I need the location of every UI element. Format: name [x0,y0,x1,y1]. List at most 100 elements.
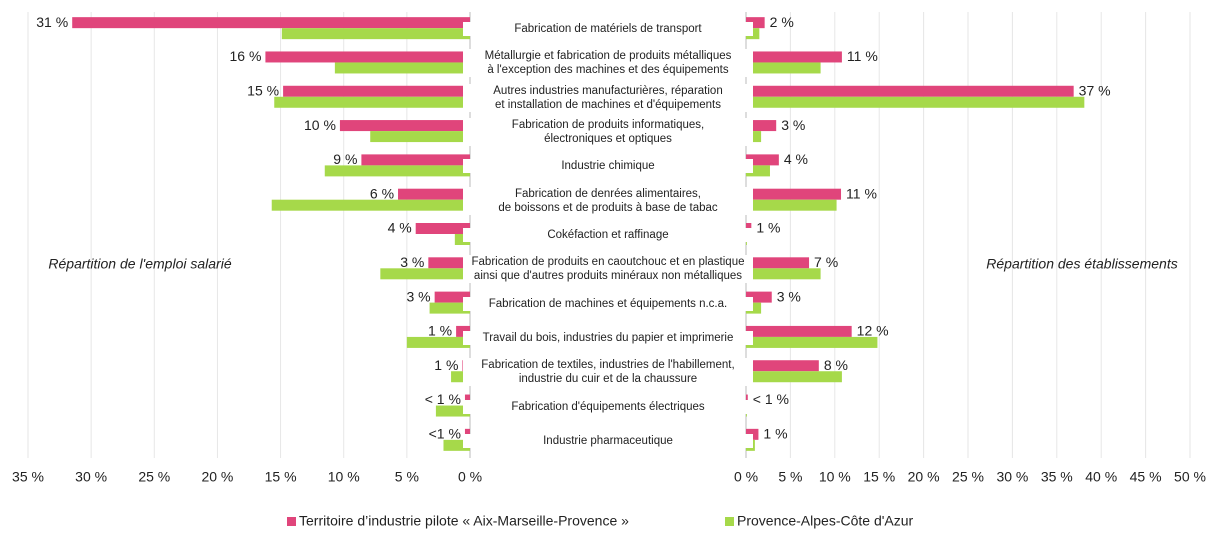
bar [398,188,470,200]
value-label: 31 % [36,14,68,30]
x-tick-label: 45 % [1130,469,1162,485]
value-label: 8 % [824,357,848,373]
x-tick-label: 30 % [996,469,1028,485]
bar [746,17,765,29]
value-label: <1 % [429,426,461,442]
bar [454,234,470,245]
bar [746,302,762,314]
x-tick-label: 0 % [458,469,482,485]
bar [746,257,810,269]
bar [443,439,470,451]
category-label: Autres industries manufacturières, répar… [463,83,753,112]
value-label: 11 % [846,185,877,201]
bar [283,85,470,97]
value-label: 6 % [370,185,394,201]
bar [281,28,470,40]
legend-swatch [725,517,734,526]
x-tick-label: 15 % [863,469,895,485]
bar [406,336,470,348]
bar [746,268,821,280]
category-label: Fabrication de produits informatiques, é… [463,118,753,147]
category-label: Industrie chimique [463,159,753,174]
bar [746,188,842,200]
bar [324,165,470,177]
category-label: Fabrication de matériels de transport [463,22,753,37]
bar [415,223,470,234]
bar [380,268,470,280]
x-tick-label: 20 % [201,469,233,485]
bar [271,199,470,211]
value-label: 1 % [434,357,458,373]
value-label: 3 % [407,288,431,304]
bar [746,291,772,303]
value-label: 15 % [247,82,279,98]
category-label: Fabrication de denrées alimentaires, de … [463,186,753,215]
bar [370,131,470,143]
bar [746,85,1074,97]
value-label: 1 % [763,426,787,442]
value-label: < 1 % [753,391,789,407]
x-tick-label: 20 % [908,469,940,485]
bar [339,120,470,132]
bar [334,62,470,74]
value-label: 1 % [756,220,780,236]
value-label: 4 % [784,151,808,167]
bar [428,257,470,269]
category-label: Cokéfaction et raffinage [463,228,753,242]
bar [435,405,470,417]
x-tick-label: 40 % [1085,469,1117,485]
bar [361,154,470,166]
panel-label: Répartition des établissements [986,256,1177,272]
legend-label: Provence-Alpes-Côte d'Azur [737,513,914,529]
value-label: 9 % [333,151,357,167]
value-label: 2 % [770,14,794,30]
value-label: 7 % [814,254,838,270]
x-tick-label: 25 % [138,469,170,485]
bar [429,302,470,314]
bar [274,96,470,108]
bar [746,199,837,211]
x-tick-label: 35 % [12,469,44,485]
x-tick-label: 0 % [734,469,758,485]
value-label: 37 % [1079,82,1111,98]
category-label: Industrie pharmaceutique [463,433,753,448]
category-label: Fabrication de machines et équipements n… [463,296,753,311]
value-label: 4 % [388,220,412,236]
x-tick-label: 30 % [75,469,107,485]
bar [746,165,770,177]
value-label: 11 % [847,48,878,64]
bar [746,371,842,383]
bar [746,120,777,132]
bar [746,96,1085,108]
category-label: Métallurgie et fabrication de produits m… [463,49,753,78]
category-label: Fabrication de produits en caoutchouc et… [463,255,753,284]
bar [265,51,470,63]
bar [72,17,470,29]
x-tick-label: 35 % [1041,469,1073,485]
value-label: 10 % [304,117,336,133]
category-label: Fabrication d'équipements électriques [463,399,753,414]
bar [746,325,852,337]
bar [746,51,842,63]
bar [746,360,819,372]
bar [434,291,470,303]
x-tick-label: 5 % [395,469,419,485]
value-label: < 1 % [425,391,461,407]
bar [746,131,762,143]
legend-swatch [287,517,296,526]
value-label: 3 % [781,117,805,133]
x-tick-label: 50 % [1174,469,1206,485]
x-tick-label: 25 % [952,469,984,485]
category-label: Travail du bois, industries du papier et… [463,330,753,345]
x-tick-label: 15 % [265,469,297,485]
bar [451,371,470,383]
value-label: 3 % [777,288,801,304]
x-tick-label: 10 % [819,469,851,485]
bar [746,154,779,166]
value-label: 3 % [400,254,424,270]
value-label: 1 % [428,323,452,339]
value-label: 16 % [229,48,261,64]
x-tick-label: 5 % [778,469,802,485]
